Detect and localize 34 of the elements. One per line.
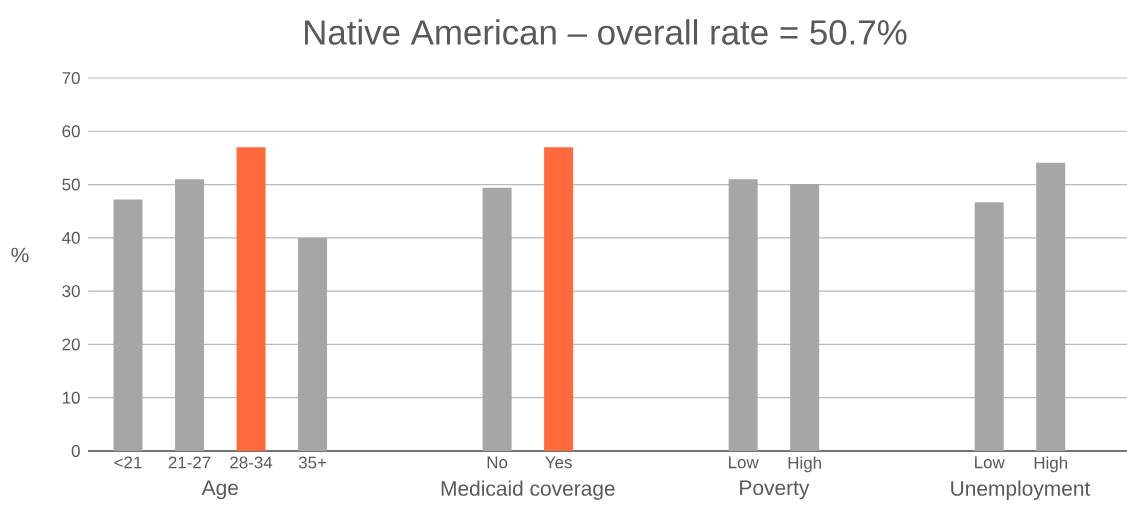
bar (482, 187, 512, 451)
x-tick-label: Yes (545, 456, 572, 469)
y-tick-label: 40 (62, 231, 80, 244)
x-tick-label: <21 (114, 456, 142, 469)
x-tick-label: Low (729, 456, 759, 469)
x-tick-label: No (487, 456, 508, 469)
x-tick-label: 35+ (298, 456, 327, 469)
bar (298, 237, 328, 451)
x-tick-label: 21-27 (168, 456, 211, 469)
text: Unemployment (951, 480, 1091, 501)
y-tick-label: 10 (62, 391, 80, 404)
y-tick-label: 70 (62, 71, 80, 84)
bar (728, 179, 758, 451)
y-tick-label: 50 (62, 178, 80, 191)
x-tick-label: Low (975, 456, 1005, 469)
y-tick-label: 0 (71, 444, 80, 457)
bar (236, 147, 266, 451)
bar (544, 147, 574, 451)
y-tick-label: 30 (62, 285, 80, 298)
x-tick-label: High (788, 456, 821, 473)
y-tick-label: 60 (62, 125, 80, 138)
bar (113, 199, 143, 451)
y-axis-title: % (11, 247, 29, 263)
bar (974, 202, 1004, 451)
chart-title: Native American – overall rate = 50.7% (305, 19, 907, 45)
bar (1036, 162, 1066, 451)
x-tick-label: High (1034, 456, 1068, 473)
text: Age (201, 480, 238, 500)
x-tick-label: 28-34 (230, 456, 273, 469)
text: Poverty (740, 480, 810, 500)
text: Medicaid coverage (441, 480, 615, 501)
y-tick-label: 20 (62, 338, 80, 351)
bar (175, 179, 205, 451)
bar (790, 184, 820, 451)
